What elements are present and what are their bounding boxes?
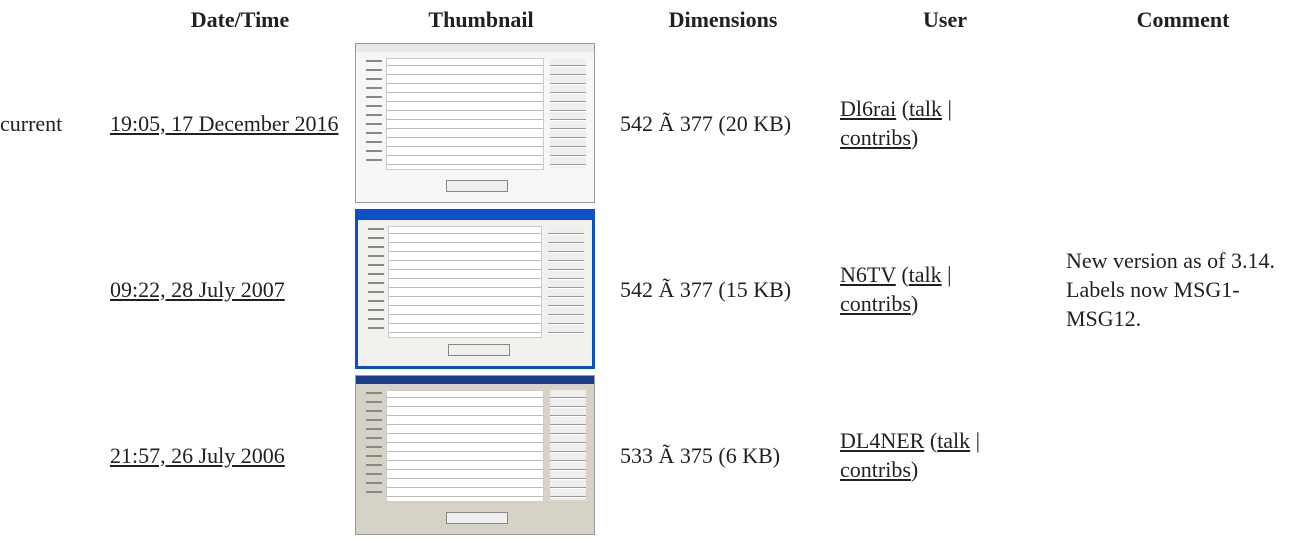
user-cell: Dl6rai (talk | contribs) xyxy=(834,40,1056,206)
user-sep: | xyxy=(941,262,952,287)
thumbnail[interactable] xyxy=(355,43,595,203)
user-sep: ) xyxy=(910,291,919,316)
dimensions-cell: 533 Ã 375 (6 KB) xyxy=(612,372,834,538)
thumb-bar xyxy=(358,212,592,220)
user-cell: N6TV (talk | contribs) xyxy=(834,206,1056,372)
user-link[interactable]: talk xyxy=(908,262,942,287)
user-link[interactable]: contribs xyxy=(840,457,911,482)
status-cell xyxy=(0,372,110,538)
thumb-btns xyxy=(550,58,586,168)
thumb-btns xyxy=(548,226,584,336)
header-cell: Dimensions xyxy=(668,7,778,32)
date-cell: 09:22, 28 July 2007 xyxy=(110,206,350,372)
date-link[interactable]: 09:22, 28 July 2007 xyxy=(110,276,285,302)
thumb-fields xyxy=(386,58,544,170)
thumb-bar xyxy=(356,44,594,52)
user-link[interactable]: talk xyxy=(909,96,943,121)
status-cell: current xyxy=(0,40,110,206)
user-link[interactable]: Dl6rai xyxy=(840,96,897,121)
thumb-fields xyxy=(388,226,542,338)
user-sep: ) xyxy=(910,125,919,150)
user-link[interactable]: talk xyxy=(937,428,971,453)
user-link[interactable]: contribs xyxy=(840,125,911,150)
dimensions-cell: 542 Ã 377 (15 KB) xyxy=(612,206,834,372)
user-sep: ) xyxy=(910,457,919,482)
user-link[interactable]: contribs xyxy=(840,291,911,316)
table-head: Date/Time Thumbnail Dimensions User Comm… xyxy=(0,0,1310,40)
status: current xyxy=(0,110,63,136)
thumb-bar xyxy=(356,376,594,384)
header-cell: Thumbnail xyxy=(428,7,534,32)
user-sep: ( xyxy=(896,96,910,121)
status-cell xyxy=(0,206,110,372)
user-sep: | xyxy=(970,428,981,453)
date-cell: 21:57, 26 July 2006 xyxy=(110,372,350,538)
thumb-labels xyxy=(366,60,382,168)
user-cell: DL4NER (talk | contribs) xyxy=(834,372,1056,538)
comment-cell xyxy=(1056,40,1310,206)
date-link[interactable]: 19:05, 17 December 2016 xyxy=(110,110,339,136)
user-sep: ( xyxy=(924,428,938,453)
user-link[interactable]: N6TV xyxy=(840,262,896,287)
history-row: current 19:05, 17 December 2016 542 Ã 377 … xyxy=(0,40,1310,206)
thumb-cell xyxy=(350,372,612,538)
thumb-labels xyxy=(368,228,384,336)
header-cell: Comment xyxy=(1136,7,1230,32)
comment-cell: New version as of 3.14. Labels now MSG1-… xyxy=(1056,206,1310,372)
history-row: 21:57, 26 July 2006 533 Ã 375 (6 KB) DL4NE… xyxy=(0,372,1310,538)
history-row: 09:22, 28 July 2007 542 Ã 377 (15 KB) N6TV… xyxy=(0,206,1310,372)
thumb-fields xyxy=(386,390,544,502)
thumb-cell xyxy=(350,40,612,206)
thumb-foot xyxy=(448,344,510,356)
dimensions: 542 Ã 377 (20 KB) xyxy=(620,110,792,136)
user-sep: | xyxy=(942,96,952,121)
dimensions: 542 Ã 377 (15 KB) xyxy=(620,276,792,302)
thumbnail[interactable] xyxy=(355,209,595,369)
header-cell: User xyxy=(923,7,967,32)
header-row: Date/Time Thumbnail Dimensions User Comm… xyxy=(0,0,1310,40)
dimensions-cell: 542 Ã 377 (20 KB) xyxy=(612,40,834,206)
header-cell xyxy=(0,0,110,40)
thumb-foot xyxy=(446,512,508,524)
comment: New version as of 3.14. Labels now MSG1-… xyxy=(1066,247,1275,331)
date-link[interactable]: 21:57, 26 July 2006 xyxy=(110,442,285,468)
thumb-btns xyxy=(550,390,586,500)
thumb-cell xyxy=(350,206,612,372)
date-cell: 19:05, 17 December 2016 xyxy=(110,40,350,206)
user-link[interactable]: DL4NER xyxy=(840,428,925,453)
thumbnail[interactable] xyxy=(355,375,595,535)
comment-cell xyxy=(1056,372,1310,538)
thumb-foot xyxy=(446,180,508,192)
dimensions: 533 Ã 375 (6 KB) xyxy=(620,442,781,468)
user-sep: ( xyxy=(895,262,909,287)
table-body: current 19:05, 17 December 2016 542 Ã 377 … xyxy=(0,40,1310,538)
thumb-labels xyxy=(366,392,382,500)
header-cell: Date/Time xyxy=(190,7,290,32)
